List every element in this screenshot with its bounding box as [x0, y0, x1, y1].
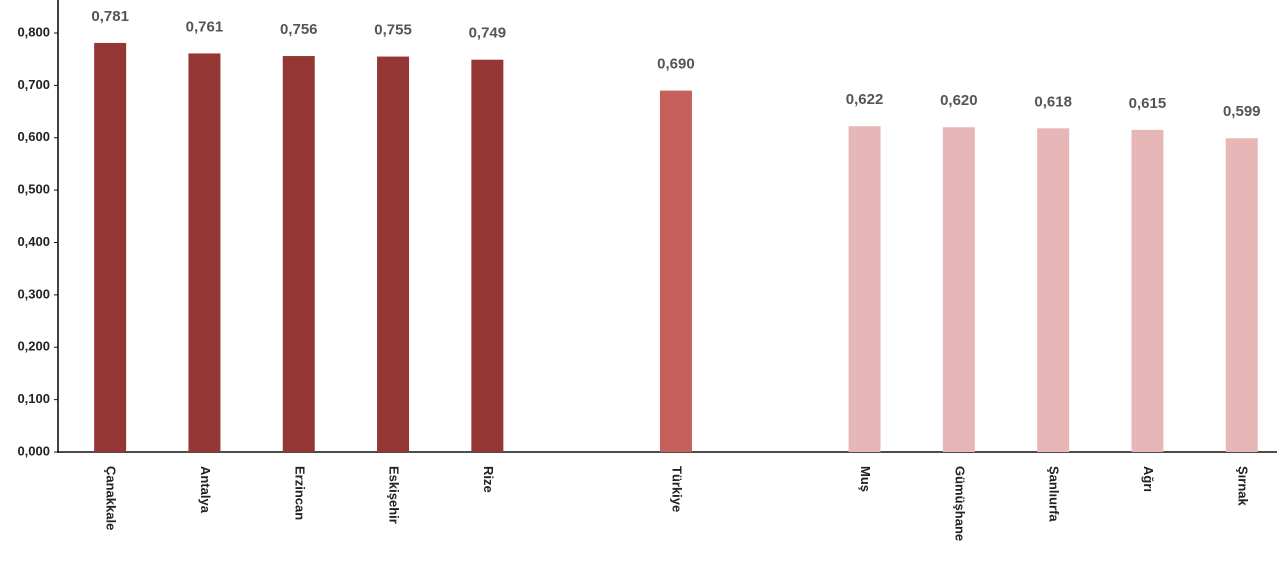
x-tick-label: Şanlıurfa	[1047, 466, 1062, 522]
bar	[377, 56, 410, 453]
value-label: 0,690	[657, 56, 695, 73]
value-label: 0,620	[940, 92, 978, 109]
x-tick-label: Ağrı	[1141, 466, 1156, 492]
y-tick-label: 0,600	[17, 129, 50, 144]
y-tick-label: 0,500	[17, 182, 50, 197]
bar	[848, 126, 881, 453]
x-tick-label: Gümüşhane	[952, 466, 967, 541]
bar	[942, 127, 975, 452]
y-tick-label: 0,000	[17, 443, 50, 458]
value-label: 0,756	[280, 21, 318, 38]
y-tick-label: 0,800	[17, 24, 50, 39]
bar	[471, 59, 504, 452]
value-label: 0,618	[1034, 93, 1072, 110]
value-label: 0,622	[846, 91, 884, 108]
x-tick-label: Çanakkale	[104, 466, 119, 530]
y-tick-label: 0,300	[17, 286, 50, 301]
x-tick-label: Antalya	[198, 466, 213, 514]
x-tick-label: Türkiye	[670, 466, 685, 512]
value-label: 0,599	[1223, 103, 1261, 120]
bar	[1037, 128, 1070, 452]
y-tick-label: 0,100	[17, 391, 50, 406]
bar	[1225, 138, 1258, 452]
x-tick-label: Şırnak	[1235, 466, 1250, 507]
value-label: 0,761	[186, 18, 224, 35]
value-label: 0,781	[91, 8, 129, 25]
x-tick-label: Erzincan	[292, 466, 307, 520]
bar	[188, 53, 221, 452]
y-tick-label: 0,700	[17, 77, 50, 92]
bar	[94, 42, 127, 453]
value-label: 0,749	[469, 25, 507, 42]
x-tick-label: Muş	[858, 466, 873, 492]
value-label: 0,755	[374, 22, 412, 39]
bar	[282, 56, 315, 452]
bar	[659, 90, 692, 453]
y-tick-label: 0,200	[17, 339, 50, 354]
x-tick-label: Rize	[481, 466, 496, 493]
bar	[1131, 129, 1164, 452]
x-tick-label: Eskişehir	[387, 466, 402, 524]
value-label: 0,615	[1129, 95, 1167, 112]
y-tick-label: 0,400	[17, 234, 50, 249]
